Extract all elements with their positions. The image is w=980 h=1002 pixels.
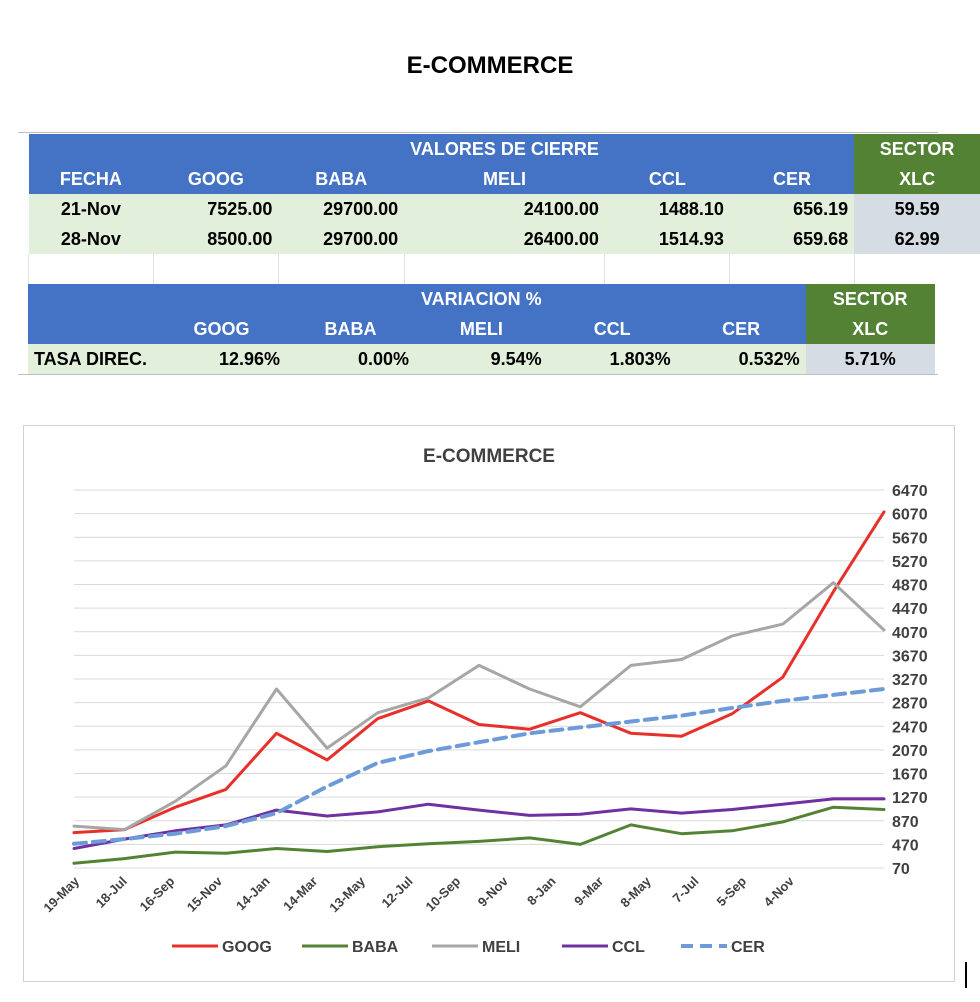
y-tick-label: 5670 — [892, 530, 928, 547]
value-cell: 62.99 — [854, 224, 980, 254]
x-tick-label: 9-Mar — [571, 874, 606, 909]
legend-label: MELI — [482, 939, 520, 956]
variation-table: VARIACION % SECTOR GOOG BABA MELI CCL CE… — [28, 284, 935, 374]
y-tick-label: 2070 — [892, 743, 928, 760]
line-chart: E-COMMERCE 70 470 870 1270 1670 2070 2470 2870 3… — [40, 446, 928, 956]
series-line-meli — [72, 581, 886, 832]
y-tick-label: 6470 — [892, 483, 928, 500]
value-cell: 26400.00 — [404, 224, 605, 254]
value-cell: 1.803% — [547, 344, 677, 374]
column-header: CER — [676, 314, 806, 344]
legend-label: CCL — [612, 939, 645, 956]
spacer-row — [28, 254, 980, 284]
legend-label: CER — [731, 939, 765, 956]
column-header: XLC — [854, 164, 980, 194]
x-tick-label: 18-Jul — [93, 874, 130, 911]
y-tick-label: 4870 — [892, 578, 928, 595]
closing-table-title: VALORES DE CIERRE — [404, 134, 605, 164]
value-cell: 0.00% — [286, 344, 415, 374]
chart-title: E-COMMERCE — [423, 446, 555, 467]
y-tick-label: 4070 — [892, 625, 928, 642]
y-axis-labels: 70 470 870 1270 1670 2070 2470 2870 3270 3670 4070… — [892, 483, 928, 878]
x-tick-label: 13-May — [326, 873, 368, 915]
y-tick-label: 1270 — [892, 790, 928, 807]
x-axis-labels: 19-May 18-Jul 16-Sep 15-Nov 14-Jan 14-Mar 13-M… — [40, 873, 797, 915]
chart-area: E-COMMERCE 70 470 870 1270 1670 2070 2470 2870 3… — [23, 425, 955, 982]
x-tick-label: 8-Jan — [524, 873, 559, 908]
y-tick-label: 3670 — [892, 648, 928, 665]
sector-header: SECTOR — [854, 134, 980, 164]
x-tick-label: 7-Jul — [669, 874, 701, 906]
column-header: BABA — [286, 314, 415, 344]
x-tick-label: 14-Mar — [280, 874, 320, 914]
value-cell: 29700.00 — [278, 224, 405, 254]
x-tick-label: 12-Jul — [378, 874, 415, 911]
x-tick-label: 15-Nov — [184, 873, 226, 915]
date-cell: 21-Nov — [28, 194, 154, 224]
variation-table-title: VARIACION % — [415, 284, 548, 314]
x-tick-label: 19-May — [40, 873, 82, 915]
value-cell: 659.68 — [729, 224, 855, 254]
column-header: XLC — [805, 314, 935, 344]
value-cell: 5.71% — [805, 344, 935, 374]
series-line-baba — [72, 805, 886, 865]
closing-values-table: VALORES DE CIERRE SECTOR FECHA GOOG BABA… — [28, 134, 980, 284]
column-header: FECHA — [28, 164, 154, 194]
x-tick-label: 8-May — [617, 873, 654, 910]
column-header: CER — [729, 164, 855, 194]
legend: GOOG BABA MELI CCL CER — [172, 939, 765, 956]
x-tick-label: 4-Nov — [761, 873, 798, 910]
column-header: MELI — [415, 314, 548, 344]
value-cell: 1514.93 — [604, 224, 730, 254]
value-cell: 1488.10 — [604, 194, 730, 224]
value-cell: 0.532% — [676, 344, 806, 374]
value-cell: 7525.00 — [153, 194, 279, 224]
x-tick-label: 5-Sep — [714, 873, 750, 909]
series-line-goog — [72, 510, 886, 835]
value-cell: 656.19 — [729, 194, 855, 224]
series-line-cer — [72, 687, 886, 846]
column-header: CCL — [604, 164, 730, 194]
column-header: CCL — [547, 314, 677, 344]
y-tick-label: 5270 — [892, 554, 928, 571]
y-tick-label: 6070 — [892, 507, 928, 524]
y-tick-label: 870 — [892, 814, 919, 831]
column-header: GOOG — [153, 164, 279, 194]
value-cell: 9.54% — [415, 344, 548, 374]
row-label: TASA DIREC. — [28, 344, 157, 374]
bottom-rule — [18, 374, 938, 375]
y-tick-label: 470 — [892, 837, 919, 854]
legend-label: BABA — [352, 939, 399, 956]
y-tick-label: 70 — [892, 861, 910, 878]
date-cell: 28-Nov — [28, 224, 154, 254]
column-header: GOOG — [157, 314, 286, 344]
y-tick-label: 2470 — [892, 719, 928, 736]
table-row: 28-Nov 8500.00 29700.00 26400.00 1514.93… — [28, 224, 980, 254]
y-tick-label: 3270 — [892, 672, 928, 689]
y-tick-label: 4470 — [892, 601, 928, 618]
value-cell: 24100.00 — [404, 194, 605, 224]
series-lines — [72, 510, 886, 865]
legend-label: GOOG — [222, 939, 272, 956]
text-cursor — [965, 962, 967, 988]
value-cell: 59.59 — [854, 194, 980, 224]
y-tick-label: 2870 — [892, 696, 928, 713]
grid-lines — [74, 489, 884, 869]
value-cell: 29700.00 — [278, 194, 405, 224]
x-tick-label: 10-Sep — [423, 873, 464, 914]
x-tick-label: 14-Jan — [233, 873, 273, 913]
column-header: BABA — [278, 164, 405, 194]
table-row: TASA DIREC. 12.96% 0.00% 9.54% 1.803% 0.… — [28, 344, 935, 374]
y-tick-label: 1670 — [892, 767, 928, 784]
value-cell: 12.96% — [157, 344, 286, 374]
column-header: MELI — [404, 164, 605, 194]
x-tick-label: 9-Nov — [475, 873, 512, 910]
table-row: 21-Nov 7525.00 29700.00 24100.00 1488.10… — [28, 194, 980, 224]
x-tick-label: 16-Sep — [137, 873, 178, 914]
top-rule — [18, 132, 938, 133]
column-header — [28, 314, 157, 344]
sector-header: SECTOR — [805, 284, 935, 314]
value-cell: 8500.00 — [153, 224, 279, 254]
page-title: E-COMMERCE — [406, 52, 574, 79]
